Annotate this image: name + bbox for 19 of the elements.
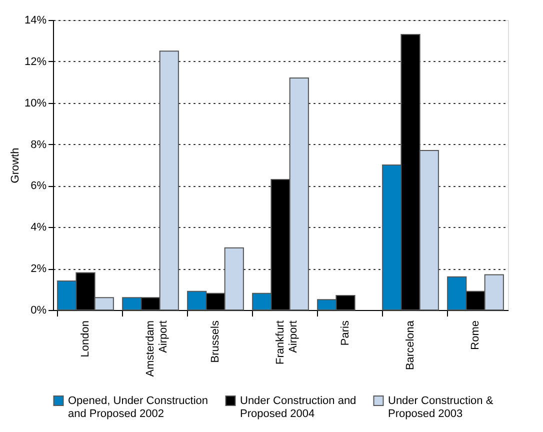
x-tick-label: Brussels xyxy=(210,320,222,363)
y-tick-label: 2% xyxy=(30,263,47,276)
x-tick-label: London xyxy=(80,320,92,358)
y-tick-label: 4% xyxy=(30,222,47,234)
x-tick-label: Frankfurt Airport xyxy=(274,320,300,365)
x-tick-label: Paris xyxy=(340,320,352,346)
y-tick-label: 0% xyxy=(30,304,47,316)
y-axis-title: Growth xyxy=(9,148,22,184)
legend-label: Opened, Under Construction and Proposed 2002 xyxy=(68,394,208,420)
y-tick-label: 10% xyxy=(24,97,47,110)
x-tick-label: Barcelona xyxy=(404,320,416,370)
legend-label: Under Construction and Proposed 2004 xyxy=(240,394,356,420)
x-tick-label: Rome xyxy=(470,320,482,350)
y-tick-label: 12% xyxy=(24,56,47,68)
y-tick-label: 14% xyxy=(24,14,47,26)
y-tick-label: 6% xyxy=(30,180,47,192)
legend-label: Under Construction & Proposed 2003 xyxy=(388,394,494,420)
y-tick-label: 8% xyxy=(30,138,47,151)
x-tick-label: Amsterdam Airport xyxy=(144,320,170,377)
